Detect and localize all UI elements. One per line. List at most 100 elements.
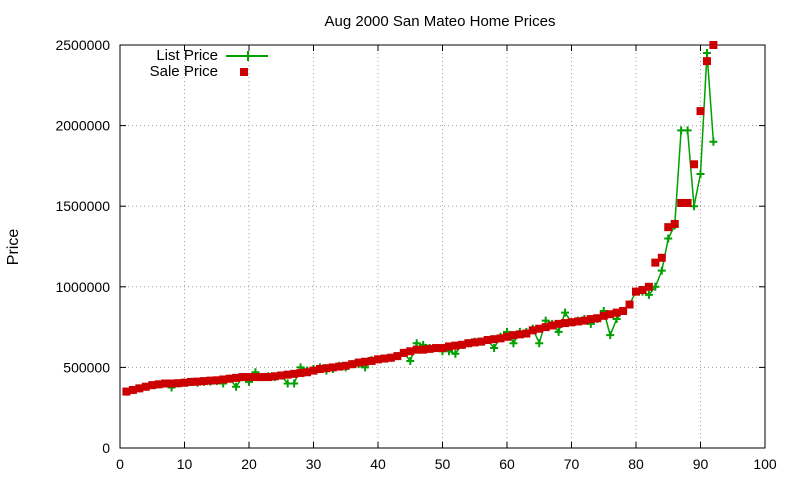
sale-price-point [406, 347, 415, 356]
sale-price-point [199, 377, 208, 386]
sale-price-point [270, 372, 279, 381]
sale-price-point [528, 326, 537, 335]
sale-price-point [593, 314, 602, 323]
list-price-point [535, 339, 544, 348]
sale-price-point [283, 370, 292, 379]
sale-price-point [141, 382, 150, 391]
x-axis-ticks: 0 10 20 30 40 50 60 70 80 90 100 [116, 45, 777, 472]
sale-price-point [238, 373, 247, 382]
x-tick-label: 70 [564, 456, 580, 472]
sale-price-point [586, 315, 595, 324]
sale-price-point [651, 258, 660, 267]
sale-price-point [638, 286, 647, 295]
sale-price-point [457, 340, 466, 349]
sale-price-point [496, 334, 505, 343]
sale-price-point [290, 369, 299, 378]
sale-price-point [303, 368, 312, 377]
sale-price-point [367, 356, 376, 365]
list-price-point [290, 379, 299, 388]
x-tick-label: 90 [693, 456, 709, 472]
sale-price-point [541, 323, 550, 332]
x-tick-label: 0 [116, 456, 124, 472]
sale-price-point [296, 369, 305, 378]
sale-price-point [451, 341, 460, 350]
sale-price-point [625, 300, 634, 309]
sale-price-point [348, 360, 357, 369]
list-price-point [406, 356, 415, 365]
x-tick-label: 10 [177, 456, 193, 472]
sale-price-point [148, 381, 157, 390]
sale-price-point [561, 319, 570, 328]
legend: List Price Sale Price [150, 47, 268, 80]
chart-title: Aug 2000 San Mateo Home Prices [325, 13, 556, 30]
sale-price-point [464, 339, 473, 348]
x-tick-label: 60 [499, 456, 515, 472]
sale-price-point [341, 361, 350, 370]
x-tick-label: 40 [370, 456, 386, 472]
list-price-point [657, 266, 666, 275]
sale-price-point [432, 344, 441, 353]
sale-price-point [419, 345, 428, 354]
list-price-point [606, 331, 615, 340]
legend-label-sale-price: Sale Price [150, 63, 218, 80]
sale-price-point [548, 321, 557, 330]
sale-price-point [315, 365, 324, 374]
sale-price-point [354, 358, 363, 367]
sale-price-point [186, 377, 195, 386]
sale-price-point [677, 198, 686, 207]
list-price-point [709, 137, 718, 146]
list-price-point [702, 49, 711, 58]
sale-price-point [386, 353, 395, 362]
sale-price-point [251, 373, 260, 382]
sale-price-point [632, 287, 640, 296]
sale-price-point [470, 338, 479, 347]
list-price-point [554, 327, 563, 336]
series-layer [122, 41, 718, 396]
sale-price-point [515, 330, 524, 339]
x-tick-label: 50 [435, 456, 451, 472]
list-price-point [232, 382, 241, 391]
sale-price-point [490, 335, 499, 344]
sale-price-point [599, 311, 608, 320]
sale-price-point [690, 160, 699, 169]
sale-price-point [257, 373, 266, 382]
sale-price-point [161, 379, 170, 388]
sale-price-point [361, 357, 370, 366]
sale-price-point [212, 376, 221, 385]
sale-price-point [374, 355, 382, 364]
sale-price-point [657, 253, 666, 262]
list-price-point [509, 339, 518, 348]
sale-price-point [277, 371, 286, 380]
y-tick-label: 2000000 [55, 118, 110, 134]
sale-price-point [567, 318, 576, 327]
sale-price-point [644, 282, 653, 291]
sale-price-point [225, 374, 234, 383]
x-tick-label: 100 [753, 456, 777, 472]
sale-price-point [380, 354, 389, 363]
sale-price-point [399, 348, 408, 357]
list-price-point [683, 126, 692, 135]
sale-price-point [612, 308, 621, 317]
list-price-point [490, 344, 499, 353]
list-price-point [696, 169, 705, 178]
sale-price-point [477, 337, 486, 346]
sale-price-point [554, 319, 563, 328]
sale-price-point [206, 376, 215, 385]
sale-price-point [702, 57, 711, 66]
sale-price-point [664, 223, 673, 232]
x-tick-label: 80 [628, 456, 644, 472]
sale-price-point [619, 306, 628, 315]
series-line-list-price [126, 53, 715, 393]
sale-price-point [245, 373, 253, 382]
y-tick-label: 500000 [63, 359, 110, 375]
sale-price-point [683, 198, 692, 207]
sale-price-point [180, 378, 189, 387]
y-tick-label: 2500000 [55, 37, 110, 53]
sale-price-point [503, 332, 511, 341]
y-tick-label: 1500000 [55, 198, 110, 214]
sale-price-point [264, 373, 273, 382]
y-axis-ticks: 0 500000 1000000 1500000 2000000 2500000 [55, 37, 765, 456]
y-tick-label: 0 [102, 440, 110, 456]
sale-price-point [438, 344, 447, 353]
